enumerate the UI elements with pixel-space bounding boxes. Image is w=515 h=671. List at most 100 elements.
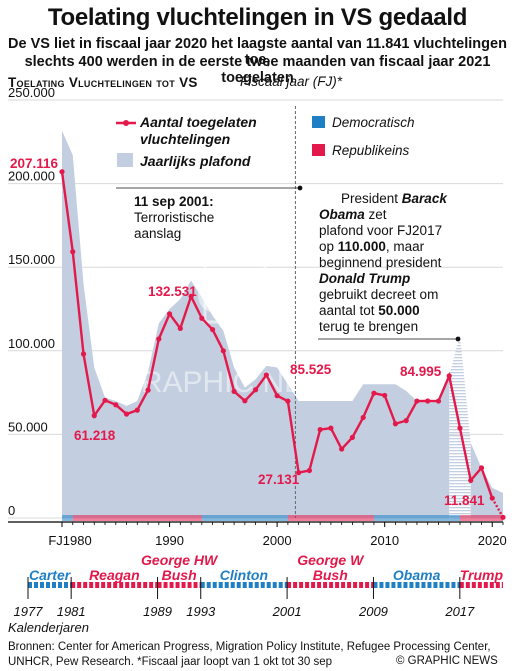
admitted-point [231, 388, 237, 395]
admitted-point [253, 387, 259, 393]
admitted-point [209, 326, 216, 333]
legend-line-dot [123, 120, 129, 126]
admitted-point [199, 315, 205, 321]
party-strip-rep [287, 515, 374, 521]
timeline-tick-label: 1977 [14, 604, 44, 619]
admitted-point [382, 392, 388, 399]
annotation-text: Obama zet [319, 207, 387, 222]
legend-label: vluchtelingen [140, 131, 230, 147]
legend-rep-swatch [312, 144, 325, 156]
admitted-point [113, 402, 119, 408]
legend-dem-swatch [312, 116, 325, 128]
admitted-point [425, 398, 431, 404]
data-label: 85.525 [290, 362, 332, 377]
party-strip-dem [201, 515, 288, 521]
admitted-point [457, 425, 463, 431]
x-tick-label: 2020 [478, 533, 507, 548]
admitted-point [134, 407, 140, 413]
timeline-tick-label: 1989 [143, 604, 172, 619]
admitted-point [91, 413, 97, 419]
admitted-point [403, 418, 409, 424]
data-label: 27.131 [258, 472, 300, 487]
legend-label: Republikeins [332, 143, 410, 158]
admitted-point [446, 373, 452, 379]
admitted-point [177, 325, 183, 332]
watermark-logo: GN [196, 266, 274, 324]
source-line-1: Bronnen: Center for American Progress, M… [8, 641, 491, 653]
president-name: Clinton [220, 567, 268, 583]
legend-label: Jaarlijks plafond [140, 153, 251, 169]
admitted-point [349, 434, 356, 440]
admitted-point [188, 293, 194, 300]
source-line-2: UNHCR, Pew Research. *Fiscaal jaar loopt… [8, 656, 333, 668]
president-name: George W [297, 552, 365, 568]
admitted-point [123, 411, 130, 417]
admitted-point [435, 398, 442, 404]
annotation-text: Donald Trump [319, 271, 410, 286]
admitted-point [371, 390, 377, 396]
y-tick-label: 100.000 [8, 336, 55, 351]
annotation-text: terug te brengen [319, 319, 418, 334]
president-name: Bush [162, 567, 197, 583]
admitted-point [80, 351, 87, 357]
y-tick-label: 50.000 [8, 419, 48, 434]
admitted-point [166, 311, 173, 317]
admitted-point [414, 398, 420, 404]
president-name: Carter [29, 567, 72, 583]
x-tick-label: 2000 [263, 533, 292, 548]
timeline-tick-label: 1993 [186, 604, 216, 619]
admitted-point [339, 446, 345, 452]
admitted-point [70, 249, 76, 255]
president-name: Reagan [89, 567, 140, 583]
data-label: 11.841 [444, 493, 485, 508]
admitted-point [478, 465, 485, 471]
president-name: George HW [141, 552, 219, 568]
chart-heading: Toelating Vluchtelingen tot VS [8, 75, 198, 90]
admitted-point [306, 467, 312, 474]
party-strip-dem [62, 515, 73, 521]
annotation-text: gebruikt decreet om [319, 287, 438, 302]
admitted-point [263, 372, 269, 378]
admitted-point [489, 495, 495, 501]
annotation-text: President Barack [341, 191, 448, 206]
data-label: 207.116 [10, 156, 59, 171]
y-tick-label: 250.000 [8, 85, 55, 100]
chart-heading-note: Fiscaal jaar (FJ)* [240, 74, 343, 89]
obama-leader-dot [455, 336, 461, 342]
admitted-point [285, 398, 291, 404]
admitted-point [242, 398, 248, 404]
subtitle-line-1: De VS liet in fiscaal jaar 2020 het laag… [8, 36, 507, 68]
legend-label: Democratisch [332, 115, 415, 130]
timeline-tick-label: 2017 [444, 604, 475, 619]
y-tick-label: 150.000 [8, 252, 55, 267]
ceiling-area [62, 130, 450, 518]
admitted-point [145, 387, 151, 393]
admitted-point [274, 393, 280, 399]
timeline-tick-label: 2001 [272, 604, 302, 619]
admitted-point [317, 426, 323, 433]
annotation-text: op 110.000, maar [319, 239, 425, 254]
president-name: Bush [313, 567, 348, 583]
legend-area-swatch [117, 153, 133, 167]
refugee-chart: 050.000100.000150.000200.000250.000GNGRA… [8, 85, 507, 635]
party-strip-dem [373, 515, 460, 521]
admitted-point [296, 470, 302, 476]
y-tick-label: 200.000 [8, 169, 55, 184]
annotation-text: beginnend president [319, 255, 442, 270]
admitted-point [500, 514, 506, 520]
data-label: 61.218 [74, 428, 116, 443]
admitted-point [156, 336, 162, 342]
admitted-point [59, 169, 65, 175]
annotation-text: plafond voor FJ2017 [319, 223, 442, 238]
credit: © GRAPHIC NEWS [396, 655, 498, 667]
admitted-point [328, 425, 334, 431]
president-name: Trump [460, 567, 504, 583]
x-tick-label: 1990 [155, 533, 184, 548]
timeline-label: Kalenderjaren [8, 620, 89, 635]
admitted-point [392, 421, 399, 427]
x-tick-label: FJ1980 [48, 533, 91, 548]
president-name: Obama [393, 567, 441, 583]
y-tick-label: 0 [8, 503, 15, 518]
timeline-tick-label: 1981 [57, 604, 86, 619]
party-strip-rep [459, 515, 503, 521]
